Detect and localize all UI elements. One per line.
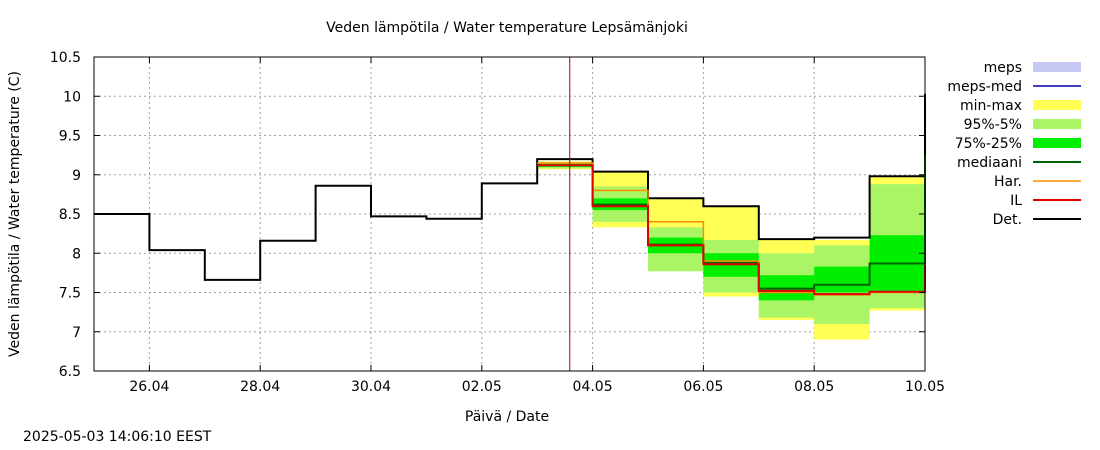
x-tick-label: 02.05 bbox=[462, 379, 502, 395]
y-tick-label: 6.5 bbox=[59, 364, 81, 380]
x-tick-label: 30.04 bbox=[351, 379, 391, 395]
y-tick-label: 7.5 bbox=[59, 286, 81, 302]
x-tick-label: 04.05 bbox=[573, 379, 613, 395]
legend-label: min-max bbox=[960, 98, 1022, 114]
y-tick-label: 9.5 bbox=[59, 129, 81, 145]
y-tick-label: 7 bbox=[72, 325, 81, 341]
y-axis-label: Veden lämpötila / Water temperature (C) bbox=[7, 71, 23, 357]
legend-swatch bbox=[1033, 119, 1081, 129]
legend-label: 75%-25% bbox=[955, 136, 1022, 152]
y-tick-label: 9 bbox=[72, 168, 81, 184]
legend: meps meps-med min-max 95%-5% 75%-25% mediaani… bbox=[947, 60, 1081, 228]
p75-25-band bbox=[814, 266, 870, 293]
y-tick-label: 10 bbox=[63, 89, 81, 105]
x-axis-label: Päivä / Date bbox=[465, 409, 549, 425]
y-tick-label: 10.5 bbox=[50, 50, 81, 66]
y-tick-label: 8.5 bbox=[59, 207, 81, 223]
legend-swatch bbox=[1033, 138, 1081, 148]
legend-label: Det. bbox=[993, 212, 1022, 228]
x-tick-label: 26.04 bbox=[129, 379, 169, 395]
forecast-bands bbox=[537, 161, 925, 340]
x-tick-label: 28.04 bbox=[240, 379, 280, 395]
legend-swatch bbox=[1033, 100, 1081, 110]
series-lines bbox=[94, 93, 926, 296]
legend-label: Har. bbox=[994, 174, 1022, 190]
legend-swatch bbox=[1033, 62, 1081, 72]
legend-label: meps bbox=[984, 60, 1022, 76]
timestamp-footer: 2025-05-03 14:06:10 EEST bbox=[23, 429, 212, 445]
legend-label: IL bbox=[1010, 193, 1022, 209]
y-tick-label: 8 bbox=[72, 246, 81, 262]
legend-label: mediaani bbox=[957, 155, 1022, 171]
x-axis-ticks: 26.04 28.04 30.04 02.05 04.05 06.05 08.05 10.05 bbox=[129, 57, 945, 395]
series-det-line bbox=[94, 93, 926, 281]
y-axis-ticks: 6.5 7 7.5 8 8.5 9 9.5 10 10.5 bbox=[50, 50, 925, 380]
legend-label: meps-med bbox=[947, 79, 1022, 95]
x-tick-label: 06.05 bbox=[683, 379, 723, 395]
series-il-line bbox=[537, 164, 926, 296]
chart-title: Veden lämpötila / Water temperature Leps… bbox=[326, 20, 688, 36]
legend-label: 95%-5% bbox=[964, 117, 1022, 133]
x-tick-label: 10.05 bbox=[905, 379, 945, 395]
x-tick-label: 08.05 bbox=[794, 379, 834, 395]
grid-lines bbox=[94, 57, 925, 371]
